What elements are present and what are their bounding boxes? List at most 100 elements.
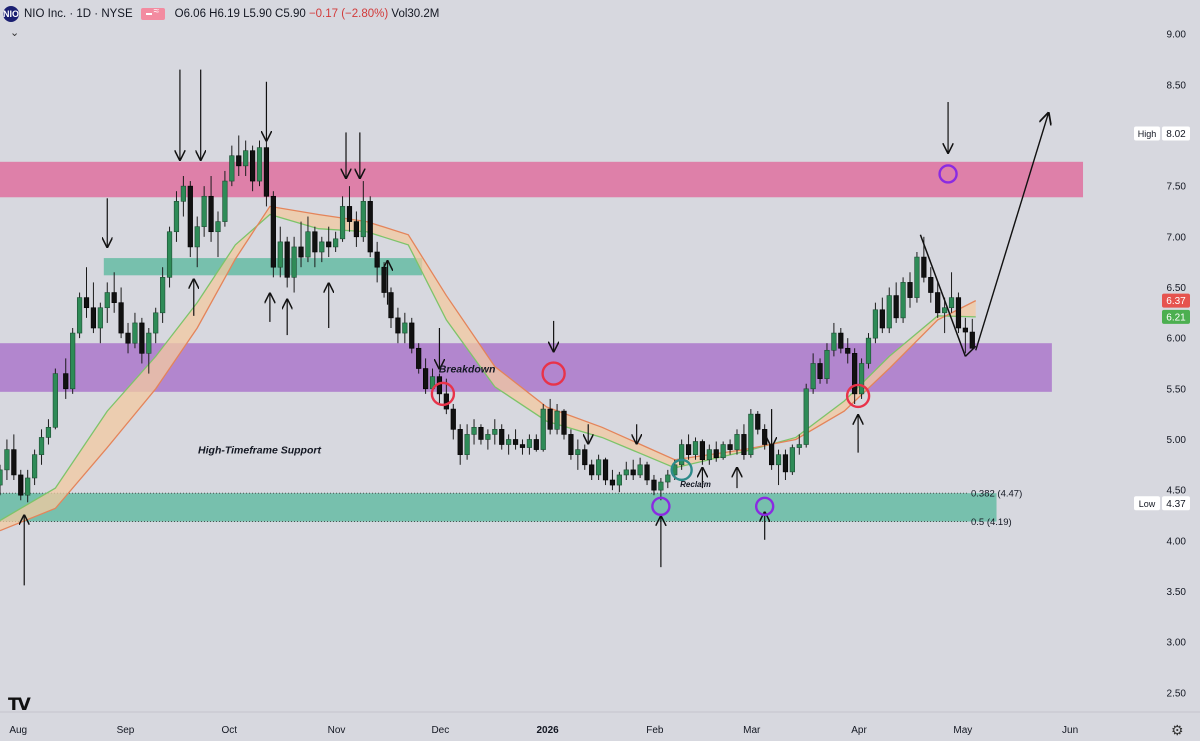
candle-down[interactable] bbox=[609, 479, 616, 486]
candle-up[interactable] bbox=[0, 469, 3, 486]
candle-down[interactable] bbox=[125, 332, 131, 344]
candle-down[interactable] bbox=[955, 297, 962, 329]
candle-up[interactable] bbox=[132, 322, 138, 344]
candle-up[interactable] bbox=[492, 429, 498, 435]
candle-down[interactable] bbox=[416, 347, 422, 369]
candle-down[interactable] bbox=[630, 469, 636, 476]
candle-down[interactable] bbox=[533, 439, 539, 450]
candle-up[interactable] bbox=[194, 226, 200, 248]
candle-down[interactable] bbox=[741, 434, 747, 455]
candle-up[interactable] bbox=[720, 444, 726, 459]
candle-down[interactable] bbox=[651, 479, 657, 491]
candle-up[interactable] bbox=[402, 322, 408, 334]
candle-down[interactable] bbox=[422, 368, 429, 390]
candle-down[interactable] bbox=[367, 201, 373, 253]
candle-up[interactable] bbox=[222, 180, 228, 222]
candle-down[interactable] bbox=[762, 429, 768, 445]
candle-up[interactable] bbox=[339, 206, 346, 240]
candle-down[interactable] bbox=[11, 449, 17, 476]
candle-down[interactable] bbox=[519, 444, 526, 448]
candle-up[interactable] bbox=[464, 434, 470, 455]
candle-down[interactable] bbox=[83, 297, 90, 309]
candle-up[interactable] bbox=[360, 201, 366, 238]
candle-down[interactable] bbox=[879, 309, 885, 329]
candle-up[interactable] bbox=[900, 282, 906, 319]
candle-up[interactable] bbox=[616, 474, 622, 486]
ema-fast-line[interactable] bbox=[0, 213, 976, 522]
candle-up[interactable] bbox=[575, 449, 581, 455]
candle-up[interactable] bbox=[160, 277, 166, 314]
candle-up[interactable] bbox=[789, 447, 795, 473]
candle-down[interactable] bbox=[381, 266, 387, 293]
candle-up[interactable] bbox=[796, 444, 802, 448]
purple-circle-marker[interactable] bbox=[651, 496, 671, 517]
candle-down[interactable] bbox=[845, 347, 851, 354]
candle-up[interactable] bbox=[180, 185, 186, 202]
candle-up[interactable] bbox=[76, 297, 83, 334]
candle-down[interactable] bbox=[443, 393, 449, 410]
candle-down[interactable] bbox=[699, 441, 706, 461]
candle-down[interactable] bbox=[409, 322, 415, 349]
candle-up[interactable] bbox=[146, 332, 152, 354]
candle-down[interactable] bbox=[755, 413, 761, 430]
candle-up[interactable] bbox=[858, 363, 865, 395]
candle-down[interactable] bbox=[644, 464, 650, 481]
candle-up[interactable] bbox=[485, 434, 491, 440]
trend-line[interactable] bbox=[919, 234, 967, 357]
candle-up[interactable] bbox=[692, 441, 699, 455]
candle-up[interactable] bbox=[305, 231, 311, 258]
candle-up[interactable] bbox=[658, 481, 664, 491]
red-circle-marker[interactable] bbox=[541, 361, 566, 386]
candle-up[interactable] bbox=[215, 221, 221, 233]
candle-down[interactable] bbox=[921, 256, 927, 278]
high-timeframe-support-zone[interactable] bbox=[0, 493, 997, 522]
candle-up[interactable] bbox=[623, 469, 629, 476]
candle-down[interactable] bbox=[928, 277, 934, 293]
red-circle-marker[interactable] bbox=[430, 381, 456, 407]
candle-up[interactable] bbox=[333, 238, 339, 248]
candle-down[interactable] bbox=[499, 429, 505, 445]
candle-down[interactable] bbox=[589, 464, 595, 476]
candle-down[interactable] bbox=[907, 282, 913, 298]
candle-up[interactable] bbox=[803, 388, 809, 445]
candle-up[interactable] bbox=[201, 195, 207, 227]
candle-up[interactable] bbox=[243, 150, 249, 167]
chevron-down-icon[interactable]: ⌄ bbox=[10, 27, 20, 39]
candle-up[interactable] bbox=[256, 147, 263, 182]
candle-down[interactable] bbox=[782, 454, 789, 473]
symbol-title[interactable]: NIO Inc. · 1D · NYSE bbox=[24, 8, 133, 20]
candle-down[interactable] bbox=[236, 155, 242, 167]
candle-down[interactable] bbox=[388, 292, 394, 319]
candle-up[interactable] bbox=[679, 444, 685, 466]
candle-up[interactable] bbox=[734, 434, 740, 450]
candle-down[interactable] bbox=[139, 322, 145, 354]
candle-down[interactable] bbox=[208, 195, 214, 233]
candle-up[interactable] bbox=[45, 427, 52, 438]
gear-icon[interactable]: ⚙ bbox=[1171, 722, 1184, 738]
purple-circle-marker[interactable] bbox=[754, 496, 775, 517]
candle-up[interactable] bbox=[4, 449, 10, 471]
upper-teal-zone[interactable] bbox=[103, 258, 423, 276]
candle-up[interactable] bbox=[32, 454, 38, 479]
candle-up[interactable] bbox=[706, 449, 712, 461]
candle-up[interactable] bbox=[153, 312, 159, 334]
candle-down[interactable] bbox=[353, 221, 359, 238]
candle-up[interactable] bbox=[831, 332, 837, 351]
candle-up[interactable] bbox=[506, 439, 512, 445]
purple-circle-marker[interactable] bbox=[938, 164, 958, 184]
candle-down[interactable] bbox=[713, 449, 719, 459]
trend-line[interactable] bbox=[964, 345, 977, 357]
candle-down[interactable] bbox=[969, 331, 975, 349]
ema-slow-line[interactable] bbox=[0, 205, 977, 532]
candle-down[interactable] bbox=[450, 408, 456, 430]
candle-down[interactable] bbox=[284, 241, 290, 278]
candle-up[interactable] bbox=[526, 439, 532, 448]
candle-down[interactable] bbox=[263, 147, 270, 197]
candle-down[interactable] bbox=[602, 459, 609, 481]
candle-down[interactable] bbox=[582, 449, 588, 466]
candle-down[interactable] bbox=[685, 444, 692, 455]
candle-up[interactable] bbox=[25, 477, 31, 496]
candle-up[interactable] bbox=[38, 437, 45, 455]
candle-down[interactable] bbox=[374, 251, 380, 268]
